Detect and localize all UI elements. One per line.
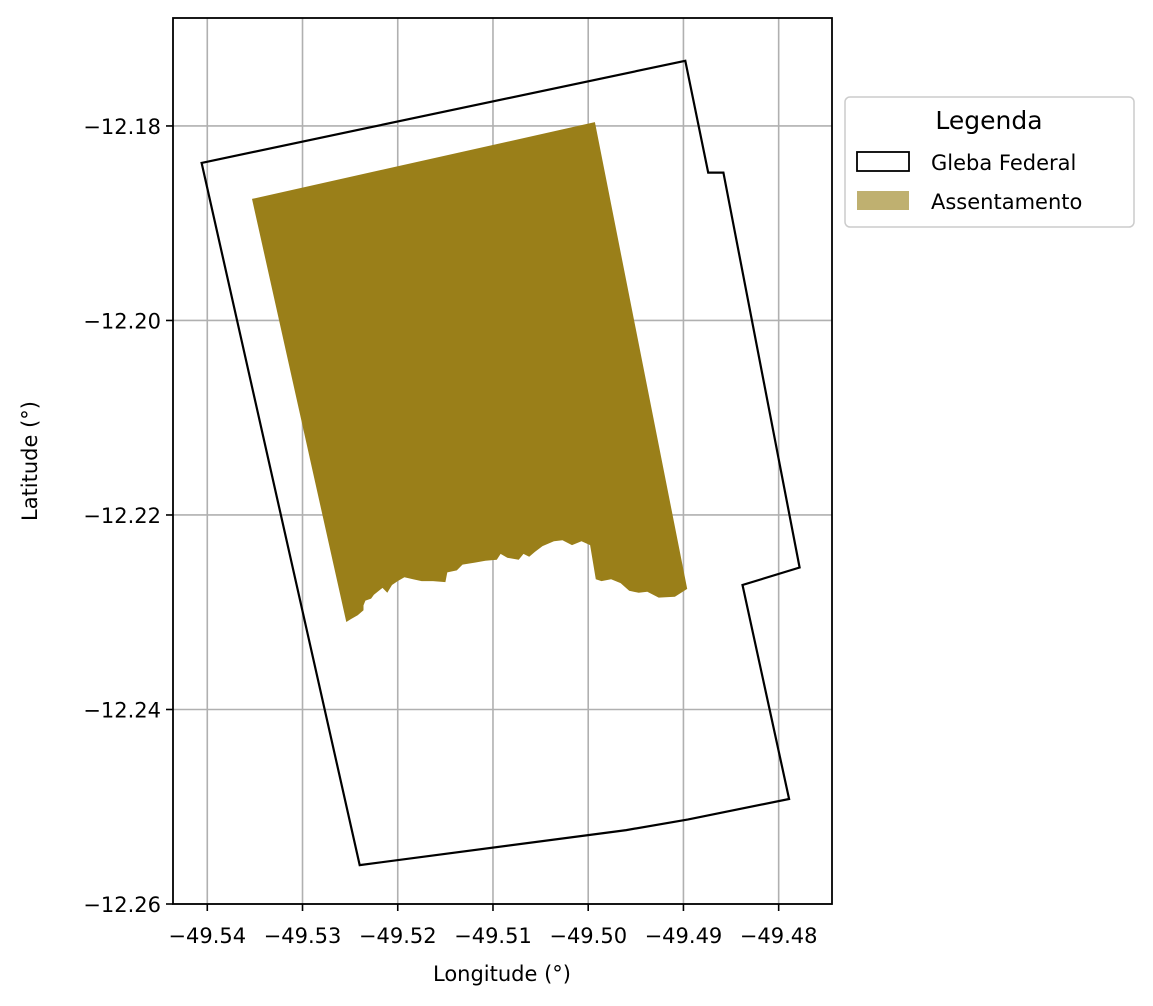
y-tick-label: −12.20	[83, 309, 161, 333]
legend-swatch-gleba	[856, 151, 910, 172]
x-tick-label: −49.51	[454, 924, 532, 948]
x-axis-label: Longitude (°)	[433, 962, 571, 986]
x-axis-ticks: −49.54 −49.53 −49.52 −49.51 −49.50 −49.49 −49.…	[168, 904, 818, 948]
y-axis-ticks: −12.18 −12.20 −12.22 −12.24 −12.26	[83, 115, 173, 917]
y-axis-label: Latitude (°)	[18, 401, 42, 521]
x-tick-label: −49.49	[645, 924, 723, 948]
legend-box	[844, 96, 1135, 228]
legend-title: Legenda	[935, 106, 1042, 135]
legend-label-gleba: Gleba Federal	[931, 151, 1076, 175]
map-layers	[200, 59, 801, 867]
x-tick-label: −49.53	[264, 924, 342, 948]
x-tick-label: −49.48	[740, 924, 818, 948]
gleba-federal-polygon	[200, 59, 801, 867]
y-tick-label: −12.18	[83, 115, 161, 139]
legend: Legenda Gleba Federal Assentamento	[844, 96, 1135, 228]
assentamento-polygon	[252, 122, 688, 622]
y-tick-label: −12.26	[83, 893, 161, 917]
x-tick-label: −49.50	[549, 924, 627, 948]
legend-label-assentamento: Assentamento	[931, 190, 1082, 214]
y-tick-label: −12.24	[83, 698, 161, 722]
y-tick-label: −12.22	[83, 504, 161, 528]
legend-swatch-assentamento	[857, 191, 909, 210]
x-tick-label: −49.52	[359, 924, 437, 948]
plot-frame	[172, 17, 833, 905]
x-tick-label: −49.54	[168, 924, 246, 948]
